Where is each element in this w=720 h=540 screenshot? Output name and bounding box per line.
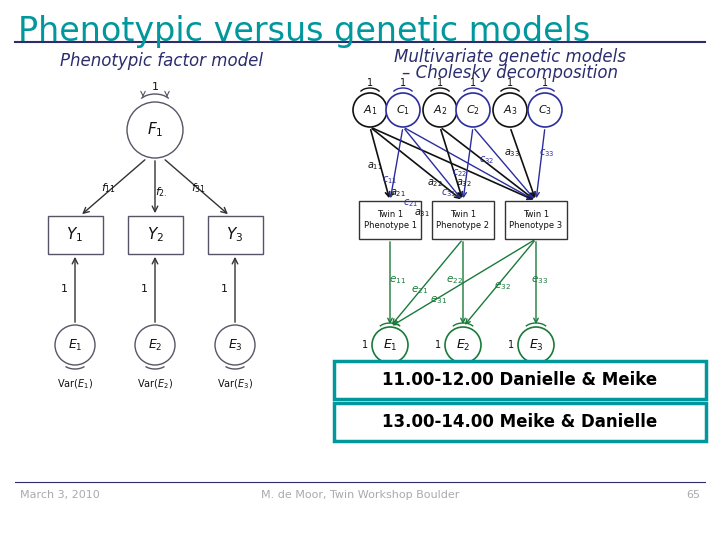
Text: Var($E_1$): Var($E_1$) [57,377,93,390]
Text: $a_{33}$: $a_{33}$ [504,147,520,159]
Bar [432,201,494,239]
Circle shape [445,327,481,363]
Text: $C_1$: $C_1$ [396,103,410,117]
Text: 65: 65 [686,490,700,500]
Circle shape [215,325,255,365]
FancyBboxPatch shape [334,361,706,399]
Text: $e_{31}$: $e_{31}$ [430,294,446,306]
Text: Phenotypic factor model: Phenotypic factor model [60,52,263,70]
Text: $e_{11}$: $e_{11}$ [389,274,405,286]
Circle shape [423,93,457,127]
Text: $E_1$: $E_1$ [68,338,82,353]
Text: March 3, 2010: March 3, 2010 [20,490,100,500]
Text: $e_{21}$: $e_{21}$ [410,284,428,296]
Text: 1: 1 [367,78,373,88]
Circle shape [372,327,408,363]
Text: $E_1$: $E_1$ [383,338,397,353]
Circle shape [353,93,387,127]
Text: $e_{22}$: $e_{22}$ [446,274,462,286]
Text: $Y_2$: $Y_2$ [146,226,163,244]
Text: $a_{31}$: $a_{31}$ [414,207,430,219]
Text: 1: 1 [435,340,441,350]
Circle shape [127,102,183,158]
Text: $c_{33}$: $c_{33}$ [539,147,554,159]
Circle shape [456,93,490,127]
Text: $F_1$: $F_1$ [147,120,163,139]
Text: $c_{21}$: $c_{21}$ [403,197,418,209]
Bar [48,216,102,254]
Text: $f_{2.}$: $f_{2.}$ [155,185,167,199]
Text: $e_{32}$: $e_{32}$ [494,280,510,292]
Text: Twin 1
Phenotype 3: Twin 1 Phenotype 3 [510,210,562,230]
Text: $a_{11}$: $a_{11}$ [367,160,383,172]
Circle shape [518,327,554,363]
Text: $c_{31}$: $c_{31}$ [441,187,456,199]
Bar [359,201,421,239]
Text: 1: 1 [437,78,443,88]
Text: 1: 1 [151,82,158,92]
Text: $C_2$: $C_2$ [466,103,480,117]
Text: 1: 1 [61,285,68,294]
Text: 1: 1 [507,78,513,88]
Circle shape [493,93,527,127]
Text: $E_3$: $E_3$ [228,338,243,353]
Text: M. de Moor, Twin Workshop Boulder: M. de Moor, Twin Workshop Boulder [261,490,459,500]
Text: 1: 1 [542,78,548,88]
Text: Var($E_3$): Var($E_3$) [217,377,253,390]
Text: $c_{32}$: $c_{32}$ [480,154,495,166]
Bar [505,201,567,239]
Text: 13.00-14.00 Meike & Danielle: 13.00-14.00 Meike & Danielle [382,413,657,431]
Text: 1: 1 [221,285,228,294]
Circle shape [135,325,175,365]
Text: 1: 1 [400,78,406,88]
Text: $c_{11}$: $c_{11}$ [382,174,397,186]
Text: $C_3$: $C_3$ [538,103,552,117]
Text: Var($E_2$): Var($E_2$) [137,377,173,390]
Text: $a_{32}$: $a_{32}$ [456,177,472,189]
Text: $E_2$: $E_2$ [148,338,162,353]
Text: $c_{22}$: $c_{22}$ [452,167,467,179]
Text: $E_2$: $E_2$ [456,338,470,353]
FancyBboxPatch shape [334,403,706,441]
Text: Multivariate genetic models: Multivariate genetic models [394,48,626,66]
Text: $f_{31}$: $f_{31}$ [192,181,207,195]
Text: 1: 1 [470,78,476,88]
Text: $A_3$: $A_3$ [503,103,517,117]
Text: $Y_1$: $Y_1$ [66,226,84,244]
Text: 1: 1 [508,340,514,350]
Text: Twin 1
Phenotype 1: Twin 1 Phenotype 1 [364,210,416,230]
Bar [127,216,182,254]
Text: $E_3$: $E_3$ [528,338,544,353]
Text: Phenotypic versus genetic models: Phenotypic versus genetic models [18,15,590,48]
Text: Twin 1
Phenotype 2: Twin 1 Phenotype 2 [436,210,490,230]
Text: $A_1$: $A_1$ [363,103,377,117]
Text: $A_2$: $A_2$ [433,103,447,117]
Text: $Y_3$: $Y_3$ [226,226,243,244]
Text: $a_{21}$: $a_{21}$ [390,187,406,199]
Text: 1: 1 [141,285,148,294]
Text: – Cholesky decomposition: – Cholesky decomposition [402,64,618,82]
Circle shape [386,93,420,127]
Text: $e_{33}$: $e_{33}$ [531,274,549,286]
Text: 11.00-12.00 Danielle & Meike: 11.00-12.00 Danielle & Meike [382,371,657,389]
Text: 1: 1 [362,340,368,350]
Text: $a_{22}$: $a_{22}$ [427,177,443,189]
Circle shape [55,325,95,365]
Circle shape [528,93,562,127]
Text: $f_{11}$: $f_{11}$ [102,181,117,195]
Bar [207,216,263,254]
